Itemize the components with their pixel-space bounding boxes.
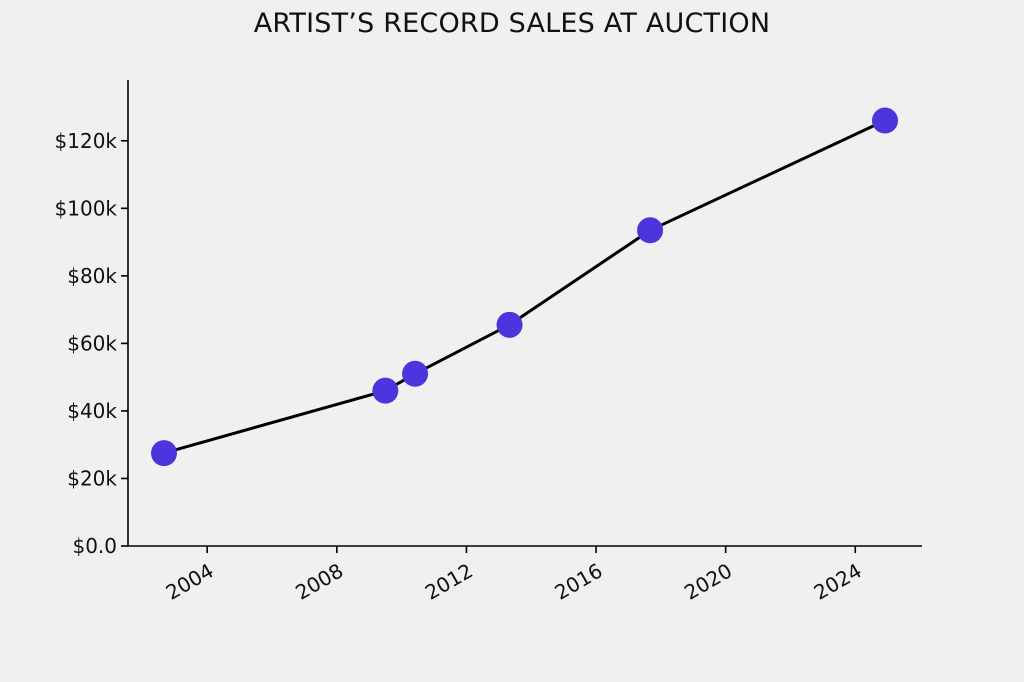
chart-title: ARTIST’S RECORD SALES AT AUCTION (253, 8, 771, 39)
y-tick-label: $80k (67, 264, 117, 288)
data-point (372, 377, 399, 404)
x-tick-label: 2020 (680, 558, 736, 604)
y-tick-label: $100k (55, 196, 118, 220)
y-tick-label: $20k (67, 466, 117, 490)
x-tick-label: 2008 (291, 558, 347, 604)
x-tick-label: 2024 (810, 558, 866, 604)
plot-series (151, 107, 898, 467)
y-tick-label: $60k (67, 331, 117, 355)
data-point (496, 311, 523, 338)
y-tick-label: $0.0 (72, 534, 117, 558)
data-point (402, 360, 429, 387)
y-tick-label: $120k (55, 129, 118, 153)
series-line (163, 119, 886, 455)
x-tick-label: 2012 (421, 558, 477, 604)
data-point (637, 217, 664, 244)
x-ticks: 2004 2008 2012 2016 2020 2024 (162, 546, 866, 605)
y-tick-label: $40k (67, 399, 117, 423)
x-tick-label: 2016 (550, 558, 606, 604)
data-point (872, 107, 898, 134)
y-ticks: $0.0 $20k $40k $60k $80k $100k $120k (55, 129, 128, 558)
x-tick-label: 2004 (162, 558, 218, 604)
data-point (151, 440, 177, 467)
x-axis: 2004 2008 2012 2016 2020 2024 (128, 545, 922, 605)
y-axis: $0.0 $20k $40k $60k $80k $100k $120k (55, 80, 129, 558)
